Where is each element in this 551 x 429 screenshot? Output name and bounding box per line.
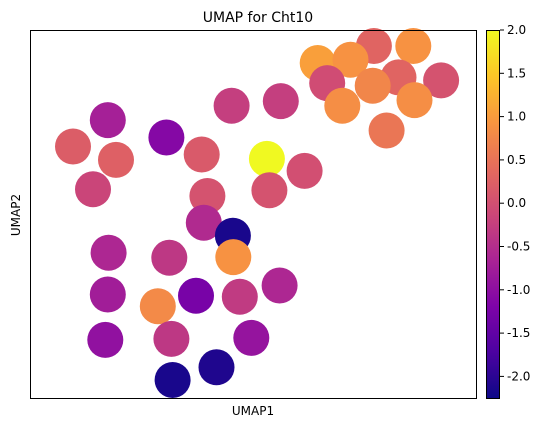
scatter-point-23 — [251, 172, 288, 209]
scatter-point-38 — [154, 362, 191, 398]
scatter-point-28 — [215, 239, 252, 276]
scatter-point-30 — [178, 277, 214, 314]
colorbar-tick-label: 2.0 — [507, 23, 526, 37]
plot-frame — [30, 30, 477, 399]
scatter-point-27 — [151, 239, 188, 276]
scatter-point-26 — [90, 234, 127, 271]
colorbar-tick-label: 1.0 — [507, 110, 526, 124]
scatter-point-34 — [87, 321, 124, 358]
scatter-point-18 — [183, 136, 220, 173]
scatter-point-31 — [221, 278, 258, 315]
points-layer — [55, 28, 460, 398]
chart-title: UMAP for Cht10 — [203, 10, 313, 26]
scatter-point-22 — [189, 178, 226, 214]
scatter-point-17 — [98, 141, 134, 178]
x-axis-label: UMAP1 — [232, 404, 274, 418]
scatter-point-36 — [233, 319, 270, 356]
scatter-point-32 — [261, 267, 298, 304]
scatter-point-13 — [213, 87, 250, 124]
colorbar-tick-label: 0.5 — [507, 153, 526, 167]
colorbar-tick-label: 1.5 — [507, 66, 526, 80]
scatter-point-15 — [148, 119, 185, 156]
scatter-point-12 — [262, 83, 299, 120]
scatter-point-24 — [185, 204, 222, 241]
scatter-point-20 — [286, 152, 323, 189]
colorbar-ticks: 2.0 1.5 1.0 0.5 0.0 -0.5 -1.0 -1.5 -2.0 — [500, 23, 530, 383]
y-axis-label: UMAP2 — [9, 194, 23, 236]
scatter-point-4 — [332, 41, 369, 78]
scatter-point-11 — [368, 112, 405, 149]
scatter-point-21 — [75, 171, 111, 208]
scatter-point-2 — [395, 28, 432, 64]
colorbar — [486, 30, 500, 399]
scatter-point-6 — [423, 62, 460, 99]
colorbar-tick-label: -2.0 — [507, 369, 530, 383]
scatter-point-10 — [396, 82, 433, 119]
scatter-point-14 — [89, 102, 126, 139]
colorbar-tick-label: -1.5 — [507, 326, 530, 340]
scatter-point-35 — [153, 320, 190, 357]
scatter-point-37 — [198, 349, 235, 386]
scatter-point-29 — [89, 276, 126, 313]
colorbar-tick-label: -1.0 — [507, 283, 530, 297]
scatter-point-33 — [139, 288, 176, 325]
scatter-point-9 — [324, 87, 361, 124]
colorbar-tick-label: 0.0 — [507, 196, 526, 210]
colorbar-tick-label: -0.5 — [507, 240, 530, 254]
scatter-point-16 — [55, 128, 91, 165]
scatter-point-8 — [354, 67, 391, 104]
scatter-point-19 — [248, 140, 285, 177]
